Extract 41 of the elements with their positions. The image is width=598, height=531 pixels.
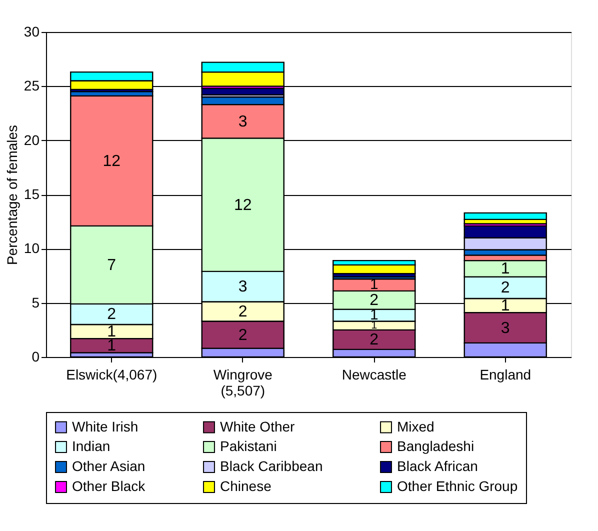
data-label: 1 bbox=[370, 307, 378, 324]
x-tick-label: Wingrove (5,507) bbox=[213, 366, 273, 398]
data-label: 1 bbox=[500, 260, 510, 278]
data-label: 2 bbox=[238, 326, 248, 344]
y-tick-label: 30 bbox=[24, 24, 40, 40]
y-tick-label: 25 bbox=[24, 78, 40, 94]
legend-label: White Irish bbox=[72, 418, 138, 434]
data-label: 2 bbox=[238, 304, 248, 320]
legend-label: Pakistani bbox=[220, 438, 277, 454]
data-label: 3 bbox=[500, 320, 510, 337]
legend-label: White Other bbox=[220, 418, 296, 434]
legend-label: Indian bbox=[72, 438, 110, 454]
x-tick-label: Newcastle bbox=[342, 366, 407, 382]
legend-label: Mixed bbox=[397, 418, 434, 434]
legend-label: Other Ethnic Group bbox=[397, 478, 518, 494]
data-label: 2 bbox=[370, 292, 379, 310]
legend-label: Other Black bbox=[72, 478, 146, 494]
data-label: 2 bbox=[500, 280, 510, 297]
data-label: 1 bbox=[370, 276, 378, 293]
y-tick-label: 0 bbox=[32, 348, 40, 364]
data-label: 7 bbox=[107, 256, 116, 274]
legend-label: Other Asian bbox=[72, 458, 146, 474]
data-label: 3 bbox=[238, 113, 248, 130]
data-label: 12 bbox=[234, 196, 252, 214]
data-label: 2 bbox=[107, 306, 116, 324]
x-tick-label: Elswick(4,067) bbox=[66, 366, 158, 382]
bar bbox=[464, 212, 547, 220]
y-tick-label: 5 bbox=[32, 294, 40, 310]
y-axis-title: Percentage of females bbox=[4, 124, 20, 266]
data-label: 3 bbox=[238, 278, 248, 296]
legend-label: Black African bbox=[397, 458, 478, 474]
legend-label: Chinese bbox=[220, 478, 272, 494]
data-label: 1 bbox=[500, 298, 510, 315]
data-label: 2 bbox=[370, 332, 379, 349]
legend-label: Black Caribbean bbox=[220, 458, 323, 474]
y-tick-label: 10 bbox=[24, 240, 40, 256]
x-tick-label: England bbox=[480, 366, 532, 382]
data-label: 12 bbox=[102, 152, 121, 170]
legend-label: Bangladeshi bbox=[397, 438, 474, 454]
y-tick-label: 15 bbox=[24, 186, 40, 202]
y-tick-label: 20 bbox=[24, 132, 40, 148]
